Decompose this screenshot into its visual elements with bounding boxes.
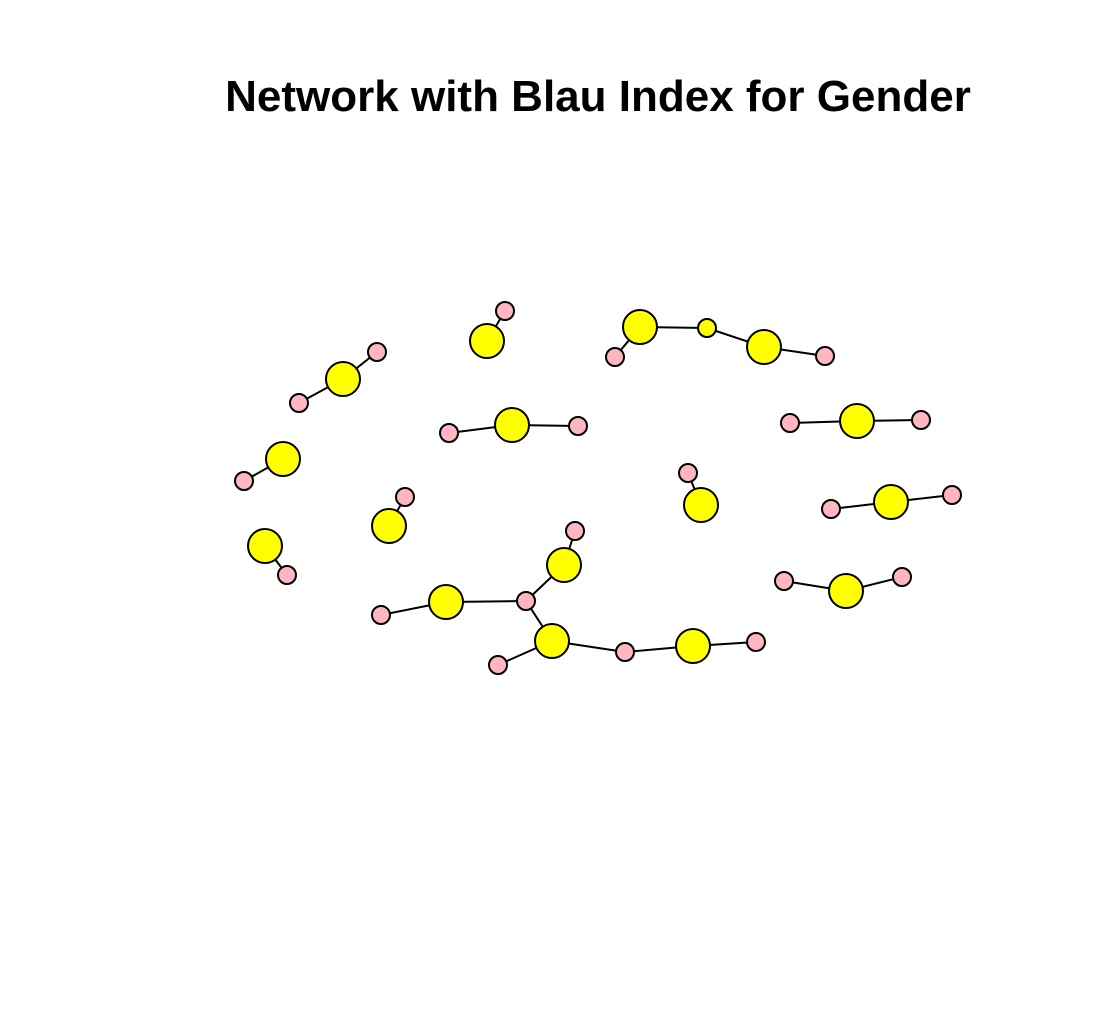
node-b2 — [495, 301, 515, 321]
node-i3 — [942, 485, 962, 505]
node-l5 — [565, 521, 585, 541]
node-j1 — [247, 528, 283, 564]
node-e3 — [911, 410, 931, 430]
node-d1 — [439, 423, 459, 443]
node-k1 — [774, 571, 794, 591]
node-j2 — [277, 565, 297, 585]
node-a2 — [325, 361, 361, 397]
node-f1 — [265, 441, 301, 477]
node-l9 — [675, 628, 711, 664]
node-h2 — [683, 487, 719, 523]
node-c5 — [815, 346, 835, 366]
node-b1 — [469, 323, 505, 359]
node-l3 — [516, 591, 536, 611]
node-d2 — [494, 407, 530, 443]
node-e2 — [839, 403, 875, 439]
node-a3 — [367, 342, 387, 362]
node-h1 — [678, 463, 698, 483]
node-i1 — [821, 499, 841, 519]
node-c1 — [605, 347, 625, 367]
node-g2 — [395, 487, 415, 507]
node-l1 — [371, 605, 391, 625]
node-k3 — [892, 567, 912, 587]
node-k2 — [828, 573, 864, 609]
node-c2 — [622, 309, 658, 345]
node-a1 — [289, 393, 309, 413]
node-e1 — [780, 413, 800, 433]
node-d3 — [568, 416, 588, 436]
node-g1 — [371, 508, 407, 544]
node-l6 — [534, 623, 570, 659]
node-l8 — [615, 642, 635, 662]
node-l7 — [488, 655, 508, 675]
node-c3 — [697, 318, 717, 338]
node-i2 — [873, 484, 909, 520]
node-l10 — [746, 632, 766, 652]
node-l4 — [546, 547, 582, 583]
node-f2 — [234, 471, 254, 491]
node-l2 — [428, 584, 464, 620]
node-c4 — [746, 329, 782, 365]
node-layer — [234, 301, 962, 675]
diagram-title: Network with Blau Index for Gender — [225, 72, 971, 121]
